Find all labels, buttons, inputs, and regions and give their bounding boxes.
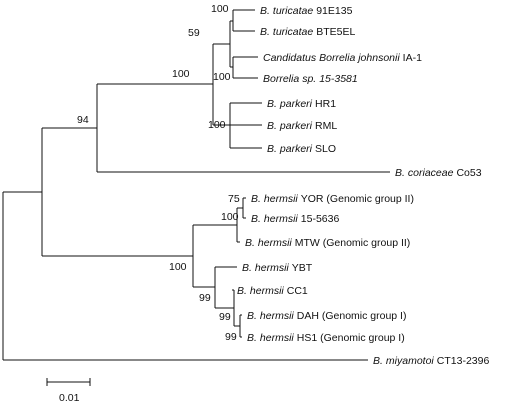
taxon-genus: B. [260, 5, 270, 17]
taxon-strain: IA-1 [403, 52, 422, 64]
taxon-species: parkeri [279, 143, 313, 155]
bootstrap-johnsonii-pair: 100 [213, 71, 231, 83]
taxon-label-t10: B. hermsii 15-5636 [251, 213, 339, 225]
taxon-label-t13: B. hermsii CC1 [237, 285, 308, 297]
taxon-species: hermsii [250, 285, 285, 297]
taxon-strain: HR1 [315, 98, 336, 110]
taxon-strain: MTW (Genomic group II) [295, 237, 411, 249]
taxon-label-t8: B. coriaceae Co53 [395, 167, 482, 179]
taxon-label-t6: B. parkeri RML [267, 120, 337, 132]
taxon-species: hermsii [264, 193, 299, 205]
taxon-label-t12: B. hermsii YBT [242, 262, 313, 274]
taxon-strain: 15-3581 [319, 73, 358, 85]
bootstrap-cc1-group: 99 [199, 292, 211, 304]
taxon-species: hermsii [264, 213, 299, 225]
bootstrap-argasid-clade: 94 [77, 114, 89, 126]
taxon-label-t4: Borrelia sp. 15-3581 [263, 73, 358, 85]
bootstrap-values: 100 59 100 100 100 94 75 100 100 99 99 99 [77, 3, 240, 343]
taxon-genus: B. [251, 193, 261, 205]
scale-bar-label: 0.01 [59, 392, 80, 404]
taxon-strain: Co53 [456, 167, 481, 179]
taxon-strain: 15-5636 [301, 213, 340, 225]
taxon-genus: Borrelia [263, 73, 299, 85]
taxon-label-t7: B. parkeri SLO [267, 143, 336, 155]
bootstrap-turicatae-group: 59 [188, 27, 200, 39]
taxon-species: Borrelia johnsonii [319, 52, 400, 64]
taxon-strain: SLO [315, 143, 336, 155]
taxon-genus: B. [267, 143, 277, 155]
taxon-species: parkeri [279, 98, 313, 110]
bootstrap-hermsii-gg2: 100 [221, 211, 239, 223]
taxon-genus: B. [247, 310, 257, 322]
taxon-genus: B. [247, 332, 257, 344]
taxon-species: hermsii [258, 237, 293, 249]
taxon-label-t5: B. parkeri HR1 [267, 98, 336, 110]
taxon-species: turicatae [273, 5, 313, 17]
tree-branches [2, 9, 390, 361]
taxon-label-t9: B. hermsii YOR (Genomic group II) [251, 193, 414, 205]
taxon-genus: B. [267, 98, 277, 110]
taxon-label-t3: Candidatus Borrelia johnsonii IA-1 [263, 52, 422, 64]
taxon-genus: Candidatus [263, 52, 317, 64]
bootstrap-parkeri-group: 100 [208, 119, 226, 131]
taxon-species: coriaceae [408, 167, 454, 179]
taxon-species: hermsii [260, 332, 295, 344]
taxon-genus: B. [237, 285, 247, 297]
taxon-species: turicatae [273, 26, 313, 38]
taxon-strain: YBT [292, 262, 313, 274]
bootstrap-hermsii-all: 100 [169, 261, 187, 273]
bootstrap-soft-tick-clade: 100 [172, 68, 190, 80]
taxon-strain: DAH (Genomic group I) [297, 310, 407, 322]
bootstrap-dah-hs1-pair: 99 [219, 311, 231, 323]
taxon-species: miyamotoi [386, 355, 435, 367]
taxon-strain: CC1 [287, 285, 308, 297]
taxon-species: hermsii [260, 310, 295, 322]
taxon-genus: B. [260, 26, 270, 38]
taxon-strain: RML [315, 120, 337, 132]
bootstrap-yor-pair: 75 [228, 193, 240, 205]
taxon-strain: 91E135 [316, 5, 352, 17]
taxon-label-t1: B. turicatae 91E135 [260, 5, 353, 17]
taxon-genus: B. [373, 355, 383, 367]
taxon-strain: BTE5EL [316, 26, 355, 38]
taxon-label-t15: B. hermsii HS1 (Genomic group I) [247, 332, 405, 344]
taxon-genus: B. [242, 262, 252, 274]
taxon-strain: CT13-2396 [437, 355, 490, 367]
taxon-genus: B. [267, 120, 277, 132]
taxon-label-t16: B. miyamotoi CT13-2396 [373, 355, 489, 367]
bootstrap-cc1-dah-hs1: 99 [225, 331, 237, 343]
taxon-label-t2: B. turicatae BTE5EL [260, 26, 355, 38]
taxon-species: parkeri [279, 120, 313, 132]
taxon-strain: HS1 (Genomic group I) [297, 332, 405, 344]
taxon-genus: B. [251, 213, 261, 225]
taxon-genus: B. [395, 167, 405, 179]
taxon-genus: B. [245, 237, 255, 249]
taxon-species: sp. [302, 73, 316, 85]
scale-bar: 0.01 [46, 378, 91, 404]
taxon-strain: YOR (Genomic group II) [301, 193, 414, 205]
taxon-species: hermsii [255, 262, 290, 274]
bootstrap-turicatae-pair: 100 [211, 3, 229, 15]
taxon-label-t11: B. hermsii MTW (Genomic group II) [245, 237, 410, 249]
taxon-label-t14: B. hermsii DAH (Genomic group I) [247, 310, 406, 322]
